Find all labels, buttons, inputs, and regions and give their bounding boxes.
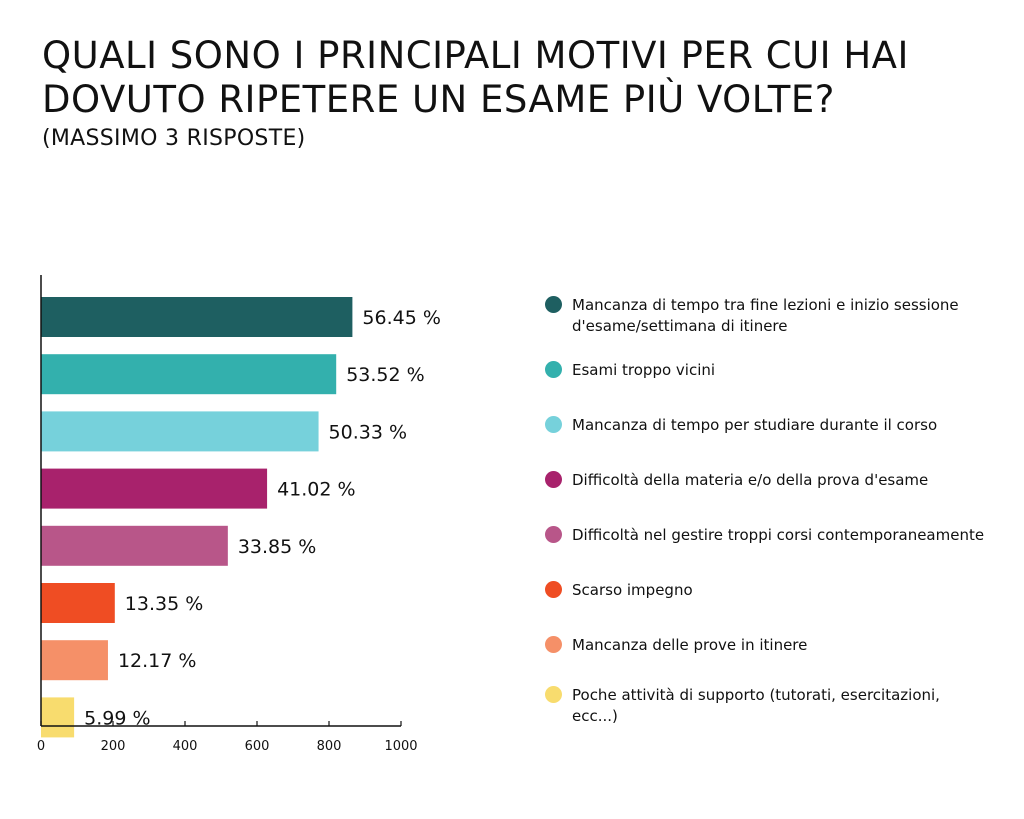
legend-swatch <box>545 471 562 488</box>
bar <box>41 583 115 623</box>
legend-label: Poche attività di supporto (tutorati, es… <box>572 686 940 725</box>
bar-value-label: 13.35 % <box>125 593 204 615</box>
bar <box>41 468 268 509</box>
bar-value-label: 12.17 % <box>118 650 196 672</box>
legend-item: Difficoltà della materia e/o della prova… <box>545 470 990 491</box>
legend-label: Mancanza delle prove in itinere <box>572 636 808 654</box>
chart-title: QUALI SONO I PRINCIPALI MOTIVI PER CUI H… <box>42 34 909 121</box>
legend-swatch <box>545 526 562 543</box>
x-tick-label: 800 <box>317 739 342 754</box>
legend-item: Esami troppo vicini <box>545 360 990 381</box>
legend-item: Scarso impegno <box>545 580 990 601</box>
legend-item: Difficoltà nel gestire troppi corsi cont… <box>545 525 990 546</box>
legend-label: Esami troppo vicini <box>572 361 716 379</box>
chart-subtitle: (MASSIMO 3 RISPOSTE) <box>42 126 306 151</box>
legend-label: Scarso impegno <box>572 581 693 599</box>
legend-swatch <box>545 361 562 378</box>
bar-value-label: 41.02 % <box>277 479 356 501</box>
legend-label: Difficoltà della materia e/o della prova… <box>572 471 929 489</box>
bar-value-label: 53.52 % <box>346 364 425 386</box>
legend-label: Difficoltà nel gestire troppi corsi cont… <box>572 526 985 544</box>
legend-item: Mancanza di tempo tra fine lezioni e ini… <box>545 295 990 337</box>
bar <box>41 640 108 681</box>
legend-swatch <box>545 636 562 653</box>
x-tick-label: 1000 <box>384 739 417 754</box>
x-tick-label: 0 <box>37 739 45 754</box>
legend-item: Poche attività di supporto (tutorati, es… <box>545 685 990 727</box>
bar-chart: 56.45 % 53.52 % 50.33 % 41.02 % 33.85 % 13.35… <box>37 275 441 754</box>
legend-item: Mancanza delle prove in itinere <box>545 635 990 656</box>
legend-swatch <box>545 686 562 703</box>
legend-label: Mancanza di tempo tra fine lezioni e ini… <box>572 296 959 335</box>
x-tick-label: 400 <box>173 739 198 754</box>
x-tick-label: 200 <box>101 739 126 754</box>
bar <box>41 354 337 395</box>
legend-swatch <box>545 296 562 313</box>
x-tick-label: 600 <box>245 739 270 754</box>
bar-value-label: 56.45 % <box>362 307 441 329</box>
bar-value-label: 50.33 % <box>329 421 408 443</box>
bar <box>41 697 75 738</box>
legend-swatch <box>545 416 562 433</box>
bar-value-label: 5.99 % <box>84 707 150 729</box>
legend-label: Mancanza di tempo per studiare durante i… <box>572 416 938 434</box>
bar <box>41 297 353 337</box>
legend-item: Mancanza di tempo per studiare durante i… <box>545 415 990 436</box>
bar-value-label: 33.85 % <box>238 536 317 558</box>
legend-swatch <box>545 581 562 598</box>
bar <box>41 525 228 566</box>
bar <box>41 411 319 452</box>
